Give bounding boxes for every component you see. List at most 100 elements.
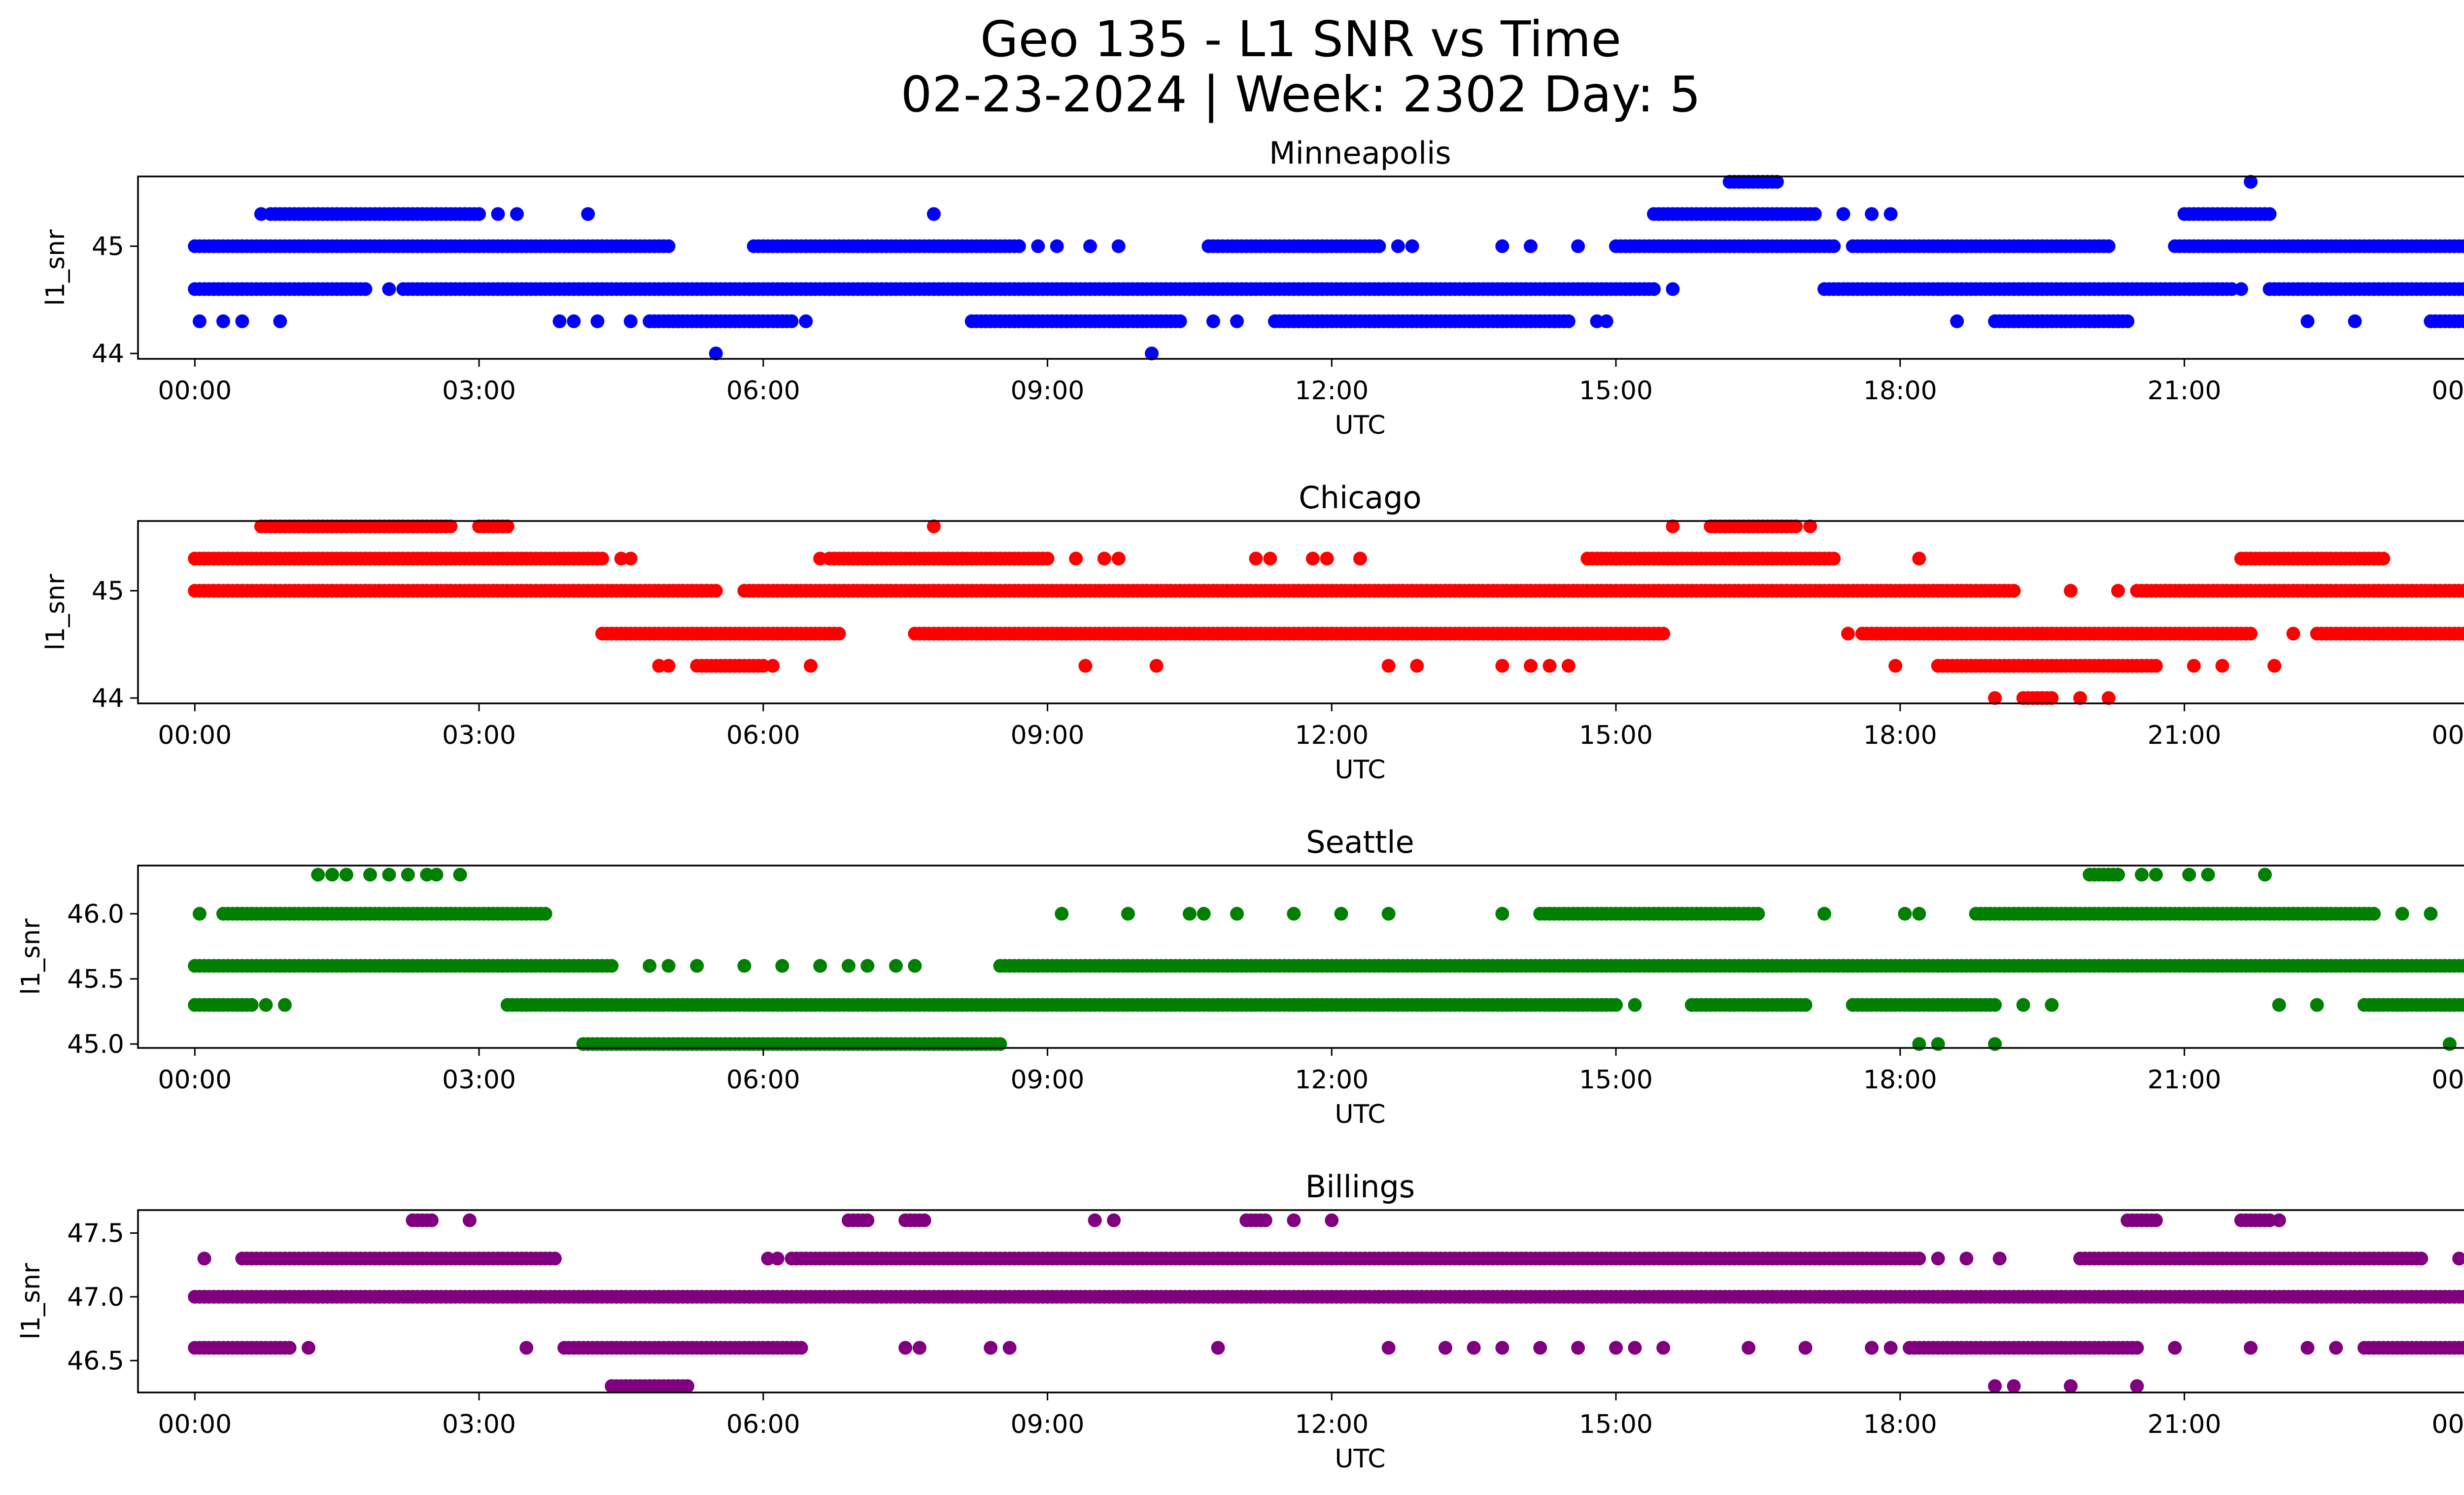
data-point <box>1211 1341 1225 1355</box>
data-point <box>2462 961 2464 971</box>
data-point <box>2130 1379 2144 1393</box>
data-point <box>382 868 396 882</box>
data-point <box>1467 1341 1481 1355</box>
data-point <box>1789 519 1803 533</box>
data-point <box>813 552 827 566</box>
data-point <box>2310 998 2324 1012</box>
data-point <box>1798 998 1813 1012</box>
data-point <box>605 959 619 973</box>
data-point <box>1898 906 1912 921</box>
data-point <box>462 1213 477 1227</box>
data-point <box>2258 868 2272 882</box>
data-point <box>472 207 486 221</box>
data-point <box>216 314 230 328</box>
data-point <box>917 1213 931 1227</box>
data-point <box>420 868 434 882</box>
data-point <box>259 998 273 1012</box>
data-point <box>2215 659 2229 673</box>
data-point <box>1561 314 1575 328</box>
data-point <box>1988 998 2002 1012</box>
data-point <box>794 1341 808 1355</box>
data-point <box>1666 282 1680 296</box>
data-point <box>955 552 969 566</box>
data-point <box>1495 659 1509 673</box>
subplot-title: Minneapolis <box>1269 135 1451 171</box>
data-point <box>1372 239 1386 253</box>
y-tick-label: 46.5 <box>67 1346 124 1376</box>
data-point <box>1183 906 1197 921</box>
data-point <box>1742 1341 1756 1355</box>
data-point <box>1040 552 1055 566</box>
data-point <box>235 314 249 328</box>
x-tick-label: 12:00 <box>1295 1410 1369 1439</box>
data-point <box>661 659 676 673</box>
y-tick-label: 45 <box>92 576 124 606</box>
data-point <box>595 552 609 566</box>
data-point <box>1836 207 1850 221</box>
data-point <box>2267 659 2282 673</box>
data-point <box>1111 552 1126 566</box>
x-axis-label: UTC <box>1335 411 1385 440</box>
plot-frame <box>137 520 2464 704</box>
data-point <box>2272 998 2286 1012</box>
data-point <box>1197 906 1211 921</box>
data-point <box>1097 552 1111 566</box>
data-point <box>690 959 704 973</box>
data-point <box>761 1252 775 1266</box>
data-point <box>2101 239 2116 253</box>
data-point <box>1381 1341 1396 1355</box>
data-point <box>193 906 206 921</box>
data-point <box>358 282 373 296</box>
data-point <box>709 347 723 361</box>
data-point <box>1263 552 1277 566</box>
data-point <box>1988 1037 2002 1051</box>
data-point <box>2462 241 2464 251</box>
data-point <box>1609 552 1623 566</box>
data-point <box>382 282 396 296</box>
data-point <box>737 959 752 973</box>
data-point <box>2111 584 2125 598</box>
data-point <box>614 552 628 566</box>
data-point <box>491 207 505 221</box>
subplot-title: Seattle <box>1306 824 1414 860</box>
data-point <box>993 1037 1007 1051</box>
data-point <box>1647 282 1661 296</box>
y-tick-label: 47.0 <box>67 1283 124 1312</box>
data-point <box>1827 552 1841 566</box>
data-point <box>1258 1213 1272 1227</box>
data-point <box>2462 628 2464 639</box>
data-point <box>2395 906 2409 921</box>
data-point <box>1912 552 1926 566</box>
x-tick-label: 09:00 <box>1011 376 1085 406</box>
data-point <box>1524 659 1538 673</box>
data-point <box>1803 519 1817 533</box>
data-point <box>453 868 467 882</box>
data-point <box>652 659 666 673</box>
data-point <box>1883 207 1898 221</box>
x-tick-label: 03:00 <box>442 376 516 406</box>
data-point <box>1912 906 1926 921</box>
data-point <box>2300 314 2315 328</box>
data-point <box>1524 239 1538 253</box>
data-point <box>1798 1341 1813 1355</box>
x-tick-label: 00:00 <box>2431 721 2464 750</box>
data-point <box>1495 239 1509 253</box>
data-point <box>1088 1213 1102 1227</box>
series-points <box>188 519 2464 705</box>
data-point <box>2101 691 2116 705</box>
data-point <box>661 239 676 253</box>
x-axis-label: UTC <box>1335 1100 1385 1129</box>
subplot-title: Billings <box>1305 1169 1415 1205</box>
data-point <box>2457 998 2464 1012</box>
x-tick-label: 15:00 <box>1579 1410 1653 1439</box>
data-point <box>1988 691 2002 705</box>
data-point <box>1002 1341 1017 1355</box>
data-point <box>1808 207 1822 221</box>
x-tick-label: 00:00 <box>158 1065 232 1095</box>
data-point <box>1599 314 1613 328</box>
x-tick-label: 06:00 <box>726 721 800 750</box>
data-point <box>770 1252 785 1266</box>
x-tick-label: 12:00 <box>1295 376 1369 406</box>
